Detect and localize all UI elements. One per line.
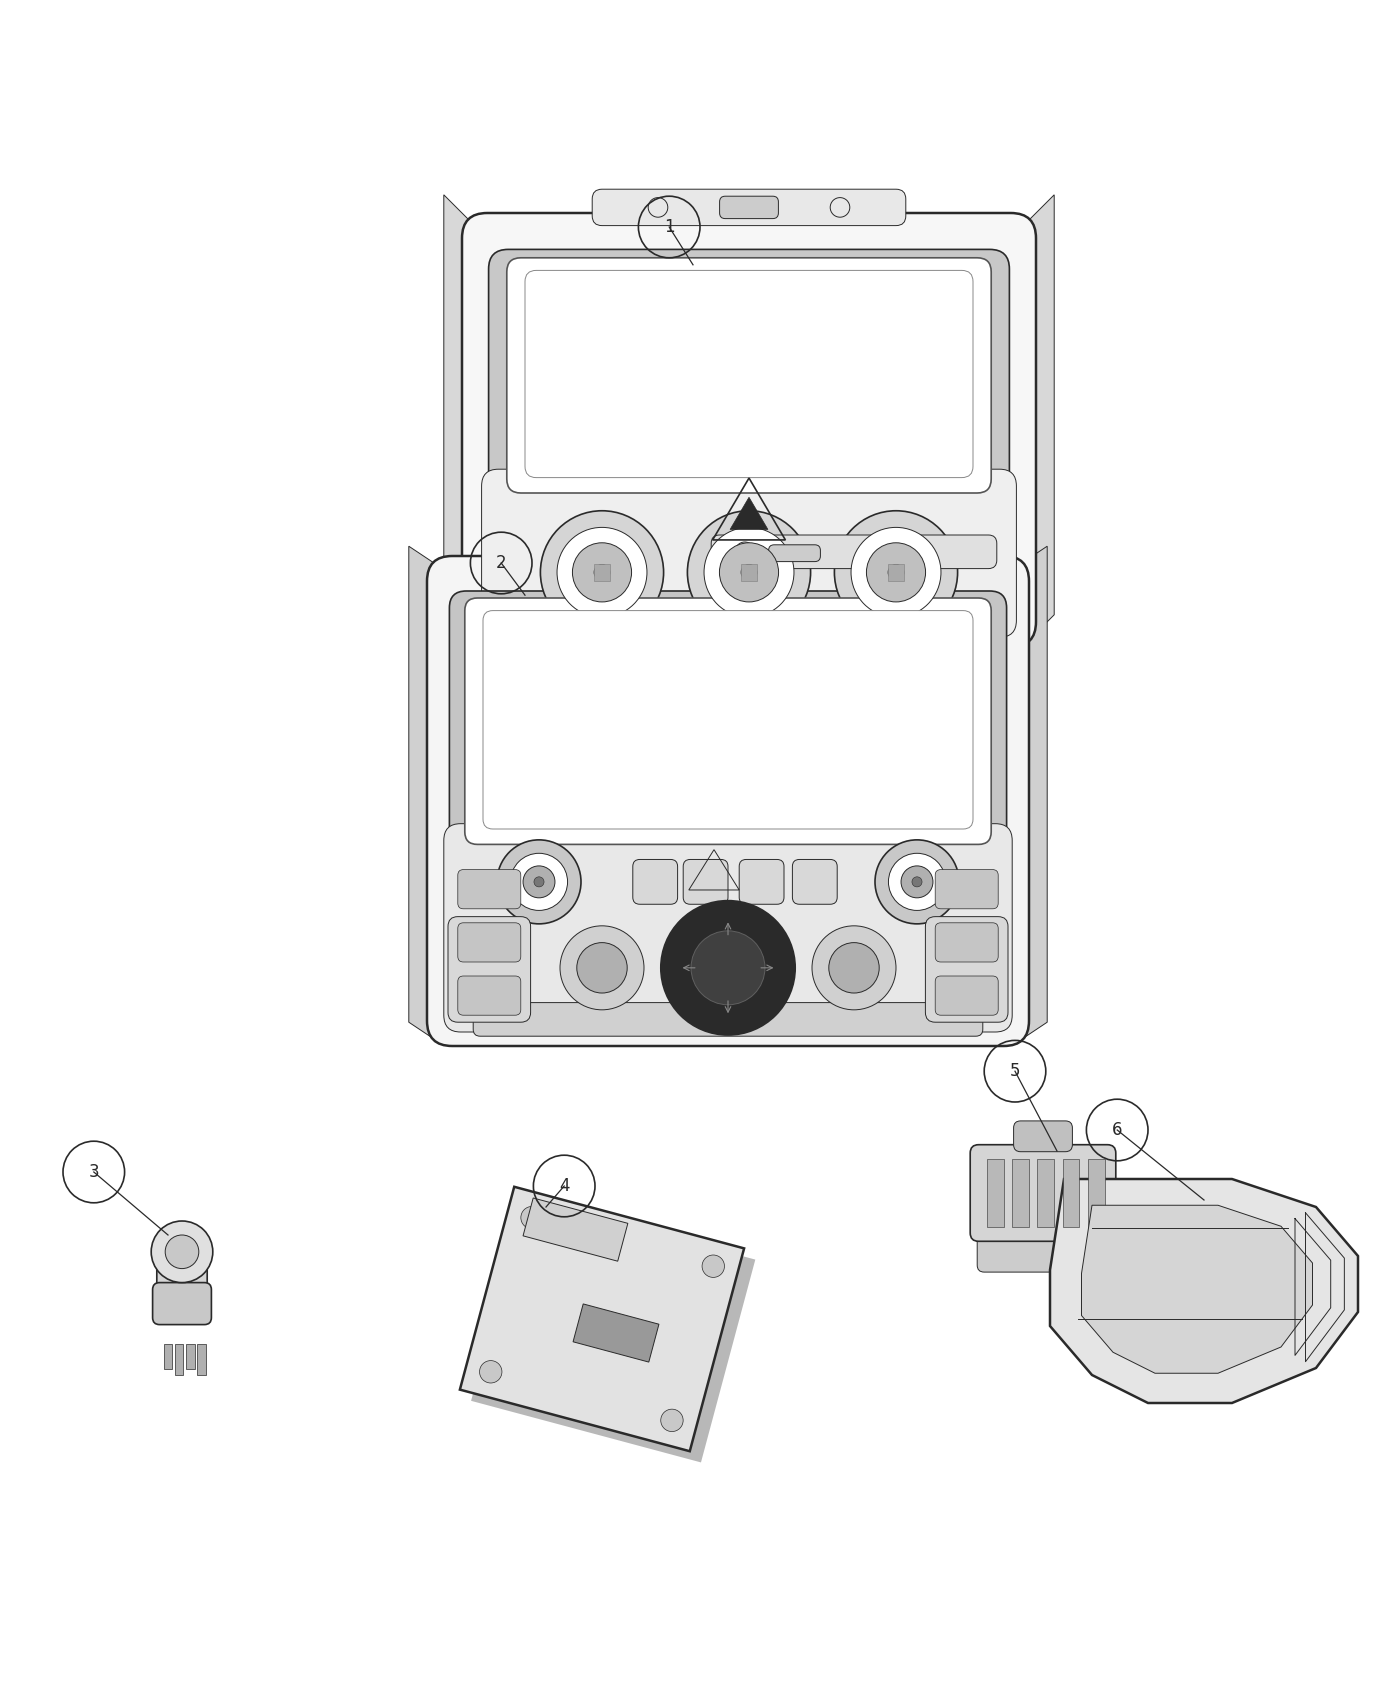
Circle shape — [661, 901, 795, 1035]
Circle shape — [851, 527, 941, 617]
Circle shape — [829, 942, 879, 993]
Circle shape — [480, 1360, 503, 1384]
Circle shape — [497, 840, 581, 923]
Text: 1: 1 — [664, 218, 675, 236]
Circle shape — [594, 564, 610, 580]
Text: 5: 5 — [1009, 1062, 1021, 1080]
FancyBboxPatch shape — [483, 610, 973, 830]
FancyBboxPatch shape — [683, 860, 728, 904]
Bar — [175, 1345, 183, 1375]
Circle shape — [511, 853, 567, 911]
Polygon shape — [1050, 1180, 1358, 1402]
FancyBboxPatch shape — [427, 556, 1029, 1046]
Circle shape — [577, 942, 627, 993]
Polygon shape — [1029, 196, 1054, 639]
Polygon shape — [573, 1304, 659, 1362]
Bar — [1088, 1159, 1105, 1227]
FancyBboxPatch shape — [594, 564, 610, 581]
Circle shape — [661, 1409, 683, 1431]
FancyBboxPatch shape — [473, 1003, 983, 1037]
Bar — [1012, 1159, 1029, 1227]
Polygon shape — [444, 196, 469, 639]
Circle shape — [888, 564, 904, 580]
FancyBboxPatch shape — [977, 1231, 1109, 1272]
Bar — [197, 1345, 206, 1375]
Circle shape — [557, 527, 647, 617]
Circle shape — [704, 527, 794, 617]
FancyBboxPatch shape — [935, 976, 998, 1015]
Circle shape — [889, 853, 945, 911]
FancyBboxPatch shape — [888, 564, 904, 581]
Polygon shape — [459, 1187, 745, 1452]
FancyBboxPatch shape — [157, 1246, 207, 1290]
FancyBboxPatch shape — [935, 923, 998, 962]
Polygon shape — [1022, 546, 1047, 1039]
Circle shape — [151, 1221, 213, 1282]
Polygon shape — [1081, 1205, 1313, 1374]
Text: 4: 4 — [559, 1176, 570, 1195]
Circle shape — [524, 865, 554, 898]
Circle shape — [741, 564, 757, 580]
Circle shape — [867, 542, 925, 602]
Text: 2: 2 — [496, 554, 507, 571]
FancyBboxPatch shape — [482, 469, 1016, 638]
Circle shape — [573, 542, 631, 602]
Circle shape — [540, 510, 664, 634]
FancyBboxPatch shape — [711, 536, 997, 568]
Circle shape — [687, 510, 811, 634]
Circle shape — [834, 510, 958, 634]
Bar — [164, 1345, 172, 1370]
Circle shape — [875, 840, 959, 923]
FancyBboxPatch shape — [525, 270, 973, 478]
Bar — [987, 1159, 1004, 1227]
FancyBboxPatch shape — [720, 196, 778, 219]
FancyBboxPatch shape — [935, 870, 998, 910]
Polygon shape — [524, 1198, 627, 1261]
Circle shape — [701, 1255, 724, 1277]
Circle shape — [560, 927, 644, 1010]
FancyBboxPatch shape — [1014, 1120, 1072, 1151]
Circle shape — [533, 877, 545, 887]
FancyBboxPatch shape — [444, 824, 1012, 1032]
Polygon shape — [729, 498, 769, 529]
Circle shape — [165, 1234, 199, 1268]
FancyBboxPatch shape — [769, 544, 820, 561]
Circle shape — [521, 1207, 543, 1229]
FancyBboxPatch shape — [739, 860, 784, 904]
FancyBboxPatch shape — [153, 1282, 211, 1324]
Text: 3: 3 — [88, 1163, 99, 1182]
FancyBboxPatch shape — [970, 1144, 1116, 1241]
FancyBboxPatch shape — [448, 916, 531, 1022]
FancyBboxPatch shape — [592, 189, 906, 226]
FancyBboxPatch shape — [741, 564, 757, 581]
FancyBboxPatch shape — [462, 212, 1036, 648]
Bar — [186, 1345, 195, 1370]
Polygon shape — [409, 546, 434, 1039]
FancyBboxPatch shape — [925, 916, 1008, 1022]
Circle shape — [911, 877, 923, 887]
FancyBboxPatch shape — [458, 923, 521, 962]
Circle shape — [692, 932, 764, 1005]
FancyBboxPatch shape — [449, 592, 1007, 857]
Text: 6: 6 — [1112, 1120, 1123, 1139]
FancyBboxPatch shape — [489, 250, 1009, 508]
Polygon shape — [470, 1198, 756, 1462]
Circle shape — [720, 542, 778, 602]
Circle shape — [902, 865, 932, 898]
FancyBboxPatch shape — [458, 976, 521, 1015]
FancyBboxPatch shape — [458, 870, 521, 910]
Bar — [1063, 1159, 1079, 1227]
FancyBboxPatch shape — [792, 860, 837, 904]
FancyBboxPatch shape — [465, 598, 991, 845]
Bar — [1037, 1159, 1054, 1227]
FancyBboxPatch shape — [507, 258, 991, 493]
Circle shape — [812, 927, 896, 1010]
FancyBboxPatch shape — [633, 860, 678, 904]
